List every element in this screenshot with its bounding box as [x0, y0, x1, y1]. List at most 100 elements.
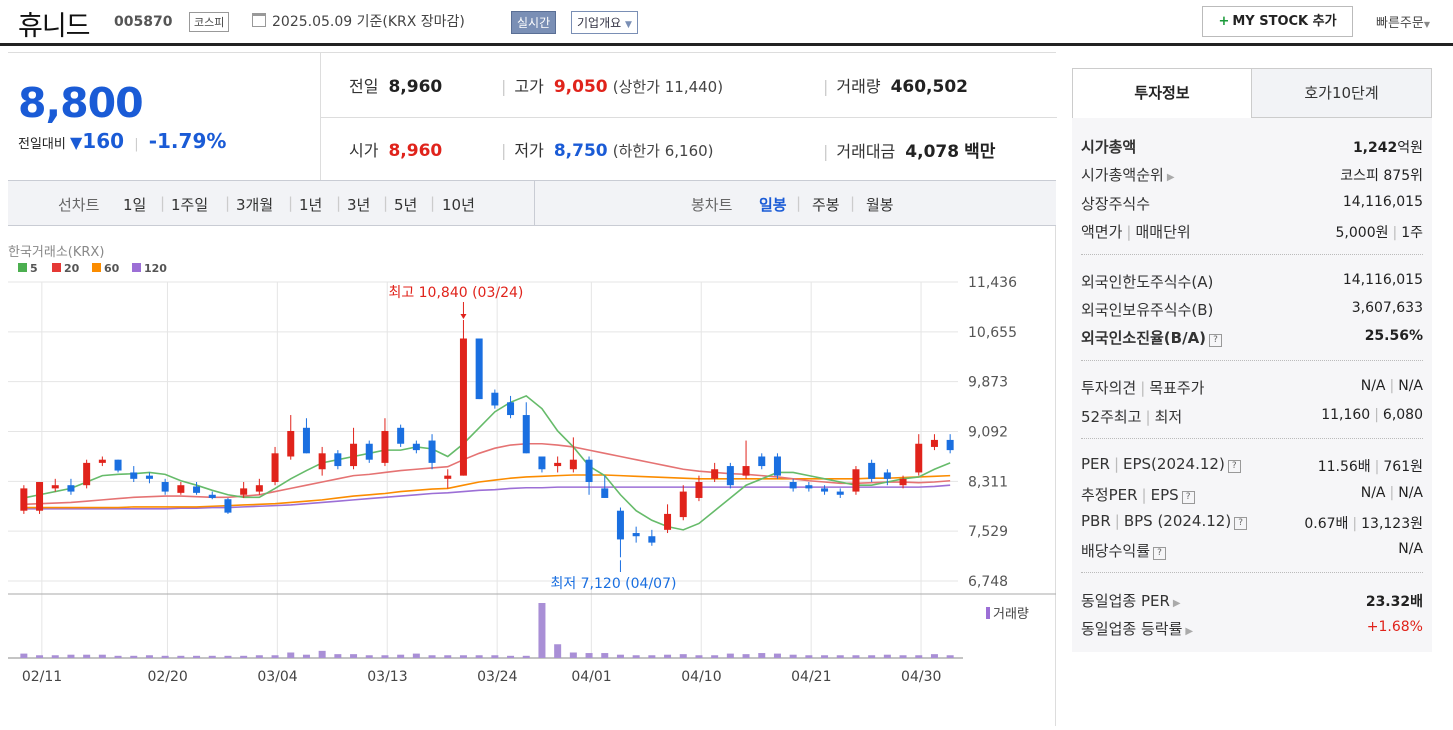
week52-row: 52주최고 | 최저 11,160 | 6,080 — [1081, 407, 1423, 426]
volume-bar — [899, 655, 907, 658]
period-1d[interactable]: 1일 — [123, 196, 147, 214]
candle-body — [224, 499, 232, 513]
candle-body — [773, 456, 781, 476]
est-per-values: N/A | N/A — [1360, 485, 1423, 501]
candle-body — [444, 475, 452, 479]
industry-per-row[interactable]: 동일업종 PER ▶ 23.32배 — [1081, 590, 1423, 611]
par-label: 액면가 — [1081, 223, 1123, 241]
help-icon[interactable]: ? — [1234, 517, 1248, 530]
volume-bar — [883, 654, 891, 658]
est-per-value: N/A — [1360, 485, 1386, 501]
candle-body — [271, 453, 279, 483]
volume-bar — [98, 654, 106, 658]
est-eps-value: N/A — [1398, 485, 1423, 501]
y-tick-label: 8,311 — [968, 474, 1008, 490]
line-chart-label[interactable]: 선차트 — [58, 196, 100, 214]
mystock-add-button[interactable]: + MY STOCK 추가 — [1202, 6, 1353, 37]
period-3y[interactable]: 3년 — [347, 196, 371, 214]
quote-grid: 전일 8,960 | 고가 9,050 (상한가 11,440) | 거래량 460,50… — [320, 52, 1057, 180]
period-monthly[interactable]: 월봉 — [866, 196, 894, 214]
ma-line-ma20 — [23, 442, 951, 506]
period-weekly[interactable]: 주봉 — [812, 196, 840, 214]
candle-body — [616, 510, 624, 540]
prev-close-value: 8,960 — [388, 77, 443, 97]
candle-body — [491, 392, 499, 406]
y-tick-label: 9,873 — [968, 375, 1008, 391]
company-overview-dropdown[interactable]: 기업개요 ▼ — [571, 11, 638, 34]
market-cap-unit: 억원 — [1397, 140, 1423, 156]
period-10y[interactable]: 10년 — [442, 196, 475, 214]
quick-order-button[interactable]: 빠른주문▼ — [1376, 12, 1430, 31]
candle-body — [868, 462, 876, 479]
candle-body — [161, 482, 169, 492]
help-icon[interactable]: ? — [1181, 491, 1195, 504]
period-3m[interactable]: 3개월 — [236, 196, 274, 214]
volume-bar — [193, 655, 201, 658]
par-unit-row: 액면가 | 매매단위 5,000원 | 1주 — [1081, 223, 1423, 241]
volume-bar — [130, 655, 138, 658]
chevron-down-icon: ▼ — [1423, 20, 1430, 29]
y-tick-label: 7,529 — [968, 524, 1008, 540]
volume-bar — [695, 655, 703, 658]
period-1y[interactable]: 1년 — [299, 196, 323, 214]
volume-bar — [758, 653, 766, 658]
open-price: 시가 8,960 — [349, 137, 442, 161]
opinion-values: N/A | N/A — [1360, 378, 1423, 394]
candle-body — [538, 456, 546, 470]
per-eps-row: PER | EPS(2024.12)? 11.56배 | 761원 — [1081, 455, 1423, 475]
eps-value: 761원 — [1383, 459, 1423, 475]
candle-body — [350, 443, 358, 467]
amount-value: 4,078 — [905, 142, 960, 162]
quick-order-label: 빠른주문 — [1376, 16, 1424, 31]
tab-invest-info[interactable]: 투자정보 — [1072, 68, 1252, 118]
candle-body — [412, 443, 420, 451]
candle-body — [664, 513, 672, 530]
tab-orderbook[interactable]: 호가10단계 — [1251, 68, 1432, 118]
volume-bar — [36, 655, 44, 658]
candle-body — [930, 439, 938, 447]
candle-body — [51, 485, 59, 489]
help-icon[interactable]: ? — [1209, 334, 1223, 347]
est-eps-label: EPS — [1150, 486, 1179, 504]
candle-chart-label[interactable]: 봉차트 — [691, 196, 733, 214]
x-tick-label: 04/30 — [901, 669, 941, 685]
candle-body — [475, 338, 483, 400]
foreign-hold-label: 외국인보유주식수(B) — [1081, 301, 1214, 319]
stock-chart[interactable]: 한국거래소(KRX) 5 20 60 120 11,436 10,655 9,873 9,092… — [8, 226, 1056, 726]
market-cap-value: 1,242 — [1352, 140, 1398, 156]
candle-body — [145, 475, 153, 479]
period-1w[interactable]: 1주일 — [171, 196, 209, 214]
foreign-hold-row: 외국인보유주식수(B) 3,607,633 — [1081, 299, 1423, 320]
volume-bar — [726, 653, 734, 658]
chart-svg[interactable]: 한국거래소(KRX) 5 20 60 120 11,436 10,655 9,873 9,092… — [8, 226, 1056, 726]
opinion-label: 투자의견 — [1081, 379, 1137, 397]
market-cap-rank-row[interactable]: 시가총액순위 ▶ 코스피 875위 — [1081, 164, 1423, 185]
candle-body — [302, 427, 310, 454]
per-value: 11.56배 — [1317, 459, 1371, 475]
candle-body — [334, 453, 342, 467]
price-change: 전일대비 ▼160 | -1.79% — [18, 129, 227, 153]
realtime-button[interactable]: 실시간 — [511, 11, 557, 34]
chevron-right-icon: ▶ — [1172, 598, 1181, 609]
help-icon[interactable]: ? — [1153, 547, 1167, 560]
volume-bar — [616, 654, 624, 658]
help-icon[interactable]: ? — [1227, 460, 1241, 473]
period-daily[interactable]: 일봉 — [759, 196, 787, 214]
volume-bar — [805, 655, 813, 658]
industry-change-row[interactable]: 동일업종 등락률 ▶ +1.68% — [1081, 618, 1423, 639]
volume-bar — [821, 655, 829, 658]
invest-info-body: 시가총액 1,242억원 시가총액순위 ▶ 코스피 875위 상장주식수 14,116,… — [1072, 118, 1432, 652]
pbr-bps-values: 0.67배 | 13,123원 — [1304, 516, 1423, 532]
volume-bar — [852, 655, 860, 658]
volume-bar — [585, 653, 593, 658]
change-label: 전일대비 — [18, 137, 66, 152]
volume-bar — [177, 655, 185, 658]
x-tick-label: 02/11 — [22, 669, 62, 685]
legend-swatch-120 — [132, 263, 141, 272]
per-eps-values: 11.56배 | 761원 — [1317, 459, 1423, 475]
candle-body — [522, 415, 530, 454]
candle-body — [240, 488, 248, 495]
period-5y[interactable]: 5년 — [394, 196, 418, 214]
listed-shares-value: 14,116,015 — [1342, 194, 1423, 210]
calendar-icon — [252, 13, 266, 27]
